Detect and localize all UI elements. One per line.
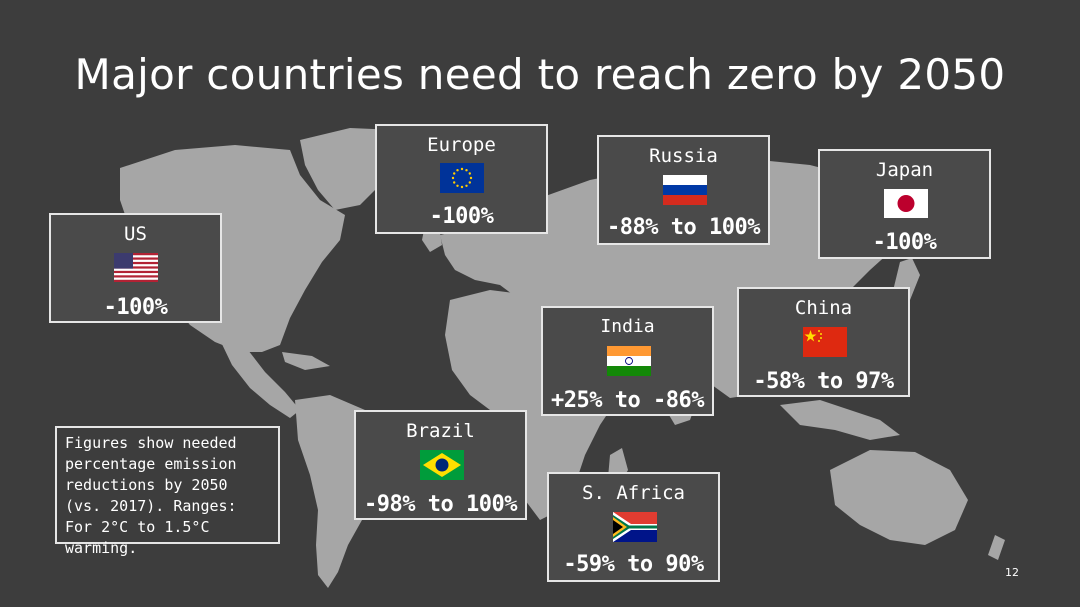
south-africa-flag-icon	[613, 512, 657, 542]
china-flag-icon	[803, 327, 847, 357]
japan-flag-icon	[884, 189, 928, 218]
us-flag-icon	[114, 253, 158, 282]
region-value: -100%	[872, 230, 937, 255]
region-card-brazil: Brazil -98% to 100%	[354, 410, 527, 520]
footnote-box: Figures show needed percentage emission …	[55, 426, 280, 557]
region-value: -59% to 90%	[563, 552, 704, 577]
region-name: S. Africa	[582, 482, 685, 504]
region-card-s-africa: S. Africa -59% to 90%	[547, 472, 720, 582]
region-value: +25% to -86%	[551, 388, 704, 413]
region-card-china: China -58% to 97%	[737, 287, 910, 397]
region-name: India	[600, 316, 655, 337]
region-value: -88% to 100%	[607, 215, 760, 240]
region-card-japan: Japan -100%	[818, 149, 991, 259]
page-number: 12	[1005, 566, 1019, 579]
region-card-russia: Russia -88% to 100%	[597, 135, 770, 245]
new-zealand-landmass	[988, 535, 1005, 560]
region-card-europe: Europe -100%	[375, 124, 548, 234]
eu-flag-icon	[440, 163, 484, 193]
region-name: Brazil	[406, 420, 475, 442]
india-flag-icon	[607, 346, 651, 376]
region-name: Europe	[427, 134, 496, 156]
region-value: -100%	[103, 295, 168, 320]
region-name: US	[124, 223, 147, 245]
australia-landmass	[830, 450, 968, 545]
region-name: Japan	[875, 159, 934, 181]
region-value: -100%	[429, 204, 494, 229]
region-card-us: US -100%	[49, 213, 222, 323]
brazil-flag-icon	[420, 450, 464, 480]
region-value: -98% to 100%	[364, 492, 517, 517]
caribbean-islands	[282, 352, 330, 370]
region-name: China	[794, 297, 853, 319]
region-value: -58% to 97%	[753, 369, 894, 394]
region-name: Russia	[649, 145, 718, 167]
slide-title: Major countries need to reach zero by 20…	[74, 50, 1006, 99]
russia-flag-icon	[663, 175, 707, 205]
region-card-india: India +25% to -86%	[541, 306, 714, 416]
central-america-landmass	[220, 340, 300, 418]
southeast-asia-islands	[780, 400, 900, 440]
